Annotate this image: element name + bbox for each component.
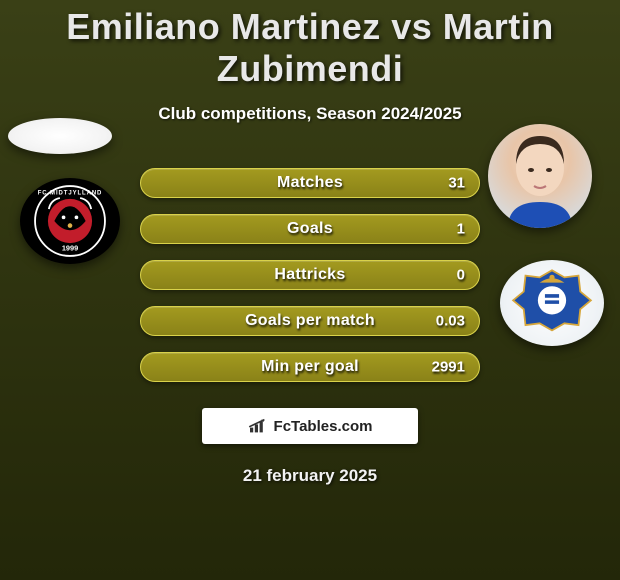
stat-value-right: 31 (448, 175, 465, 192)
stat-value-right: 2991 (432, 359, 465, 376)
bars-icon (248, 418, 268, 434)
stat-bar: Matches 31 (140, 168, 480, 198)
date: 21 february 2025 (0, 466, 620, 486)
stat-label: Matches (277, 174, 343, 192)
player-left-avatar (8, 118, 112, 154)
stat-value-right: 1 (457, 221, 465, 238)
site-badge[interactable]: FcTables.com (202, 408, 418, 444)
site-label: FcTables.com (274, 418, 373, 435)
stat-bar: Goals per match 0.03 (140, 306, 480, 336)
comparison-card: Emiliano Martinez vs Martin Zubimendi Cl… (0, 0, 620, 580)
page-title: Emiliano Martinez vs Martin Zubimendi (0, 6, 620, 90)
stat-bar: Min per goal 2991 (140, 352, 480, 382)
stat-label: Min per goal (261, 358, 359, 376)
stat-label: Goals (287, 220, 333, 238)
stat-value-right: 0.03 (436, 313, 465, 330)
stat-label: Goals per match (245, 312, 375, 330)
stats-area: Matches 31 Goals 1 Hattricks 0 Goals per… (0, 168, 620, 388)
stat-value-right: 0 (457, 267, 465, 284)
stat-bar: Hattricks 0 (140, 260, 480, 290)
stat-bar: Goals 1 (140, 214, 480, 244)
subtitle: Club competitions, Season 2024/2025 (0, 104, 620, 124)
stat-bars: Matches 31 Goals 1 Hattricks 0 Goals per… (140, 168, 480, 382)
stat-label: Hattricks (274, 266, 345, 284)
